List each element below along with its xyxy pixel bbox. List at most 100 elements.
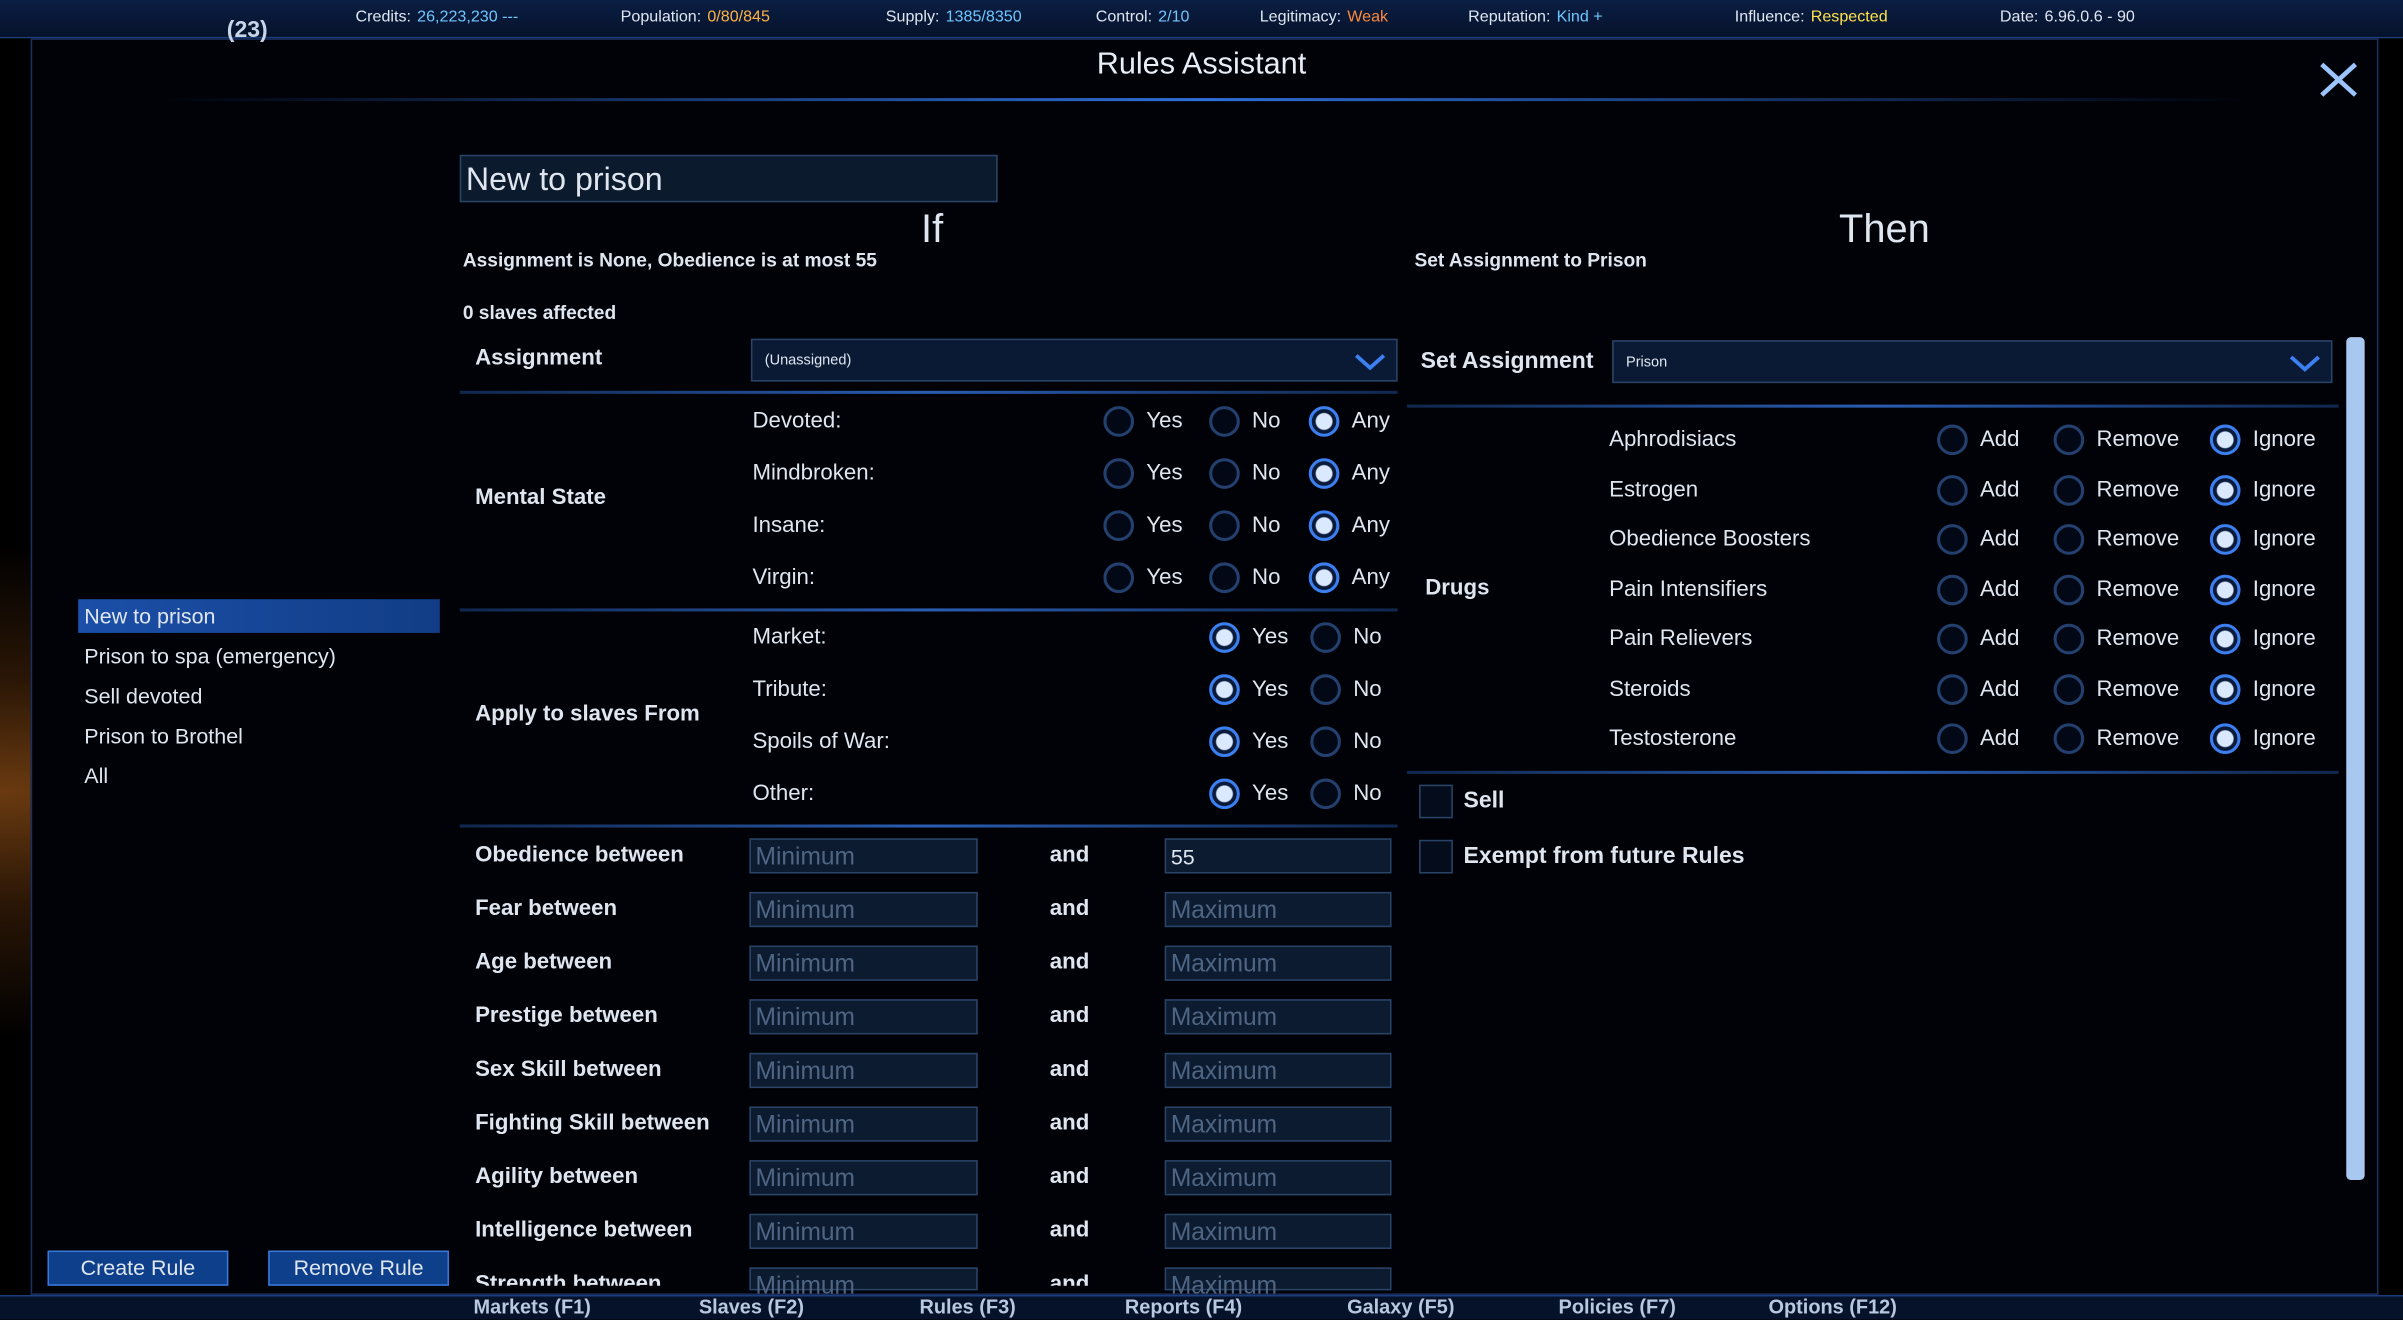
radio[interactable] [1209, 562, 1240, 594]
radio[interactable] [1310, 622, 1341, 653]
max-input[interactable]: Maximum [1164, 945, 1392, 981]
radio-label: Yes [1252, 677, 1289, 702]
max-input[interactable]: Maximum [1164, 1052, 1392, 1089]
title-underline [160, 98, 2246, 102]
radio[interactable] [1308, 458, 1340, 489]
nav-tab[interactable]: Reports (F4) [1124, 1294, 1243, 1318]
radio[interactable] [1103, 510, 1135, 541]
min-input[interactable]: Minimum [749, 1106, 978, 1142]
radio[interactable] [1937, 573, 1968, 605]
radio[interactable] [2053, 673, 2085, 705]
radio[interactable] [1103, 562, 1135, 594]
radio[interactable] [2053, 723, 2085, 754]
dropdown[interactable]: (Unassigned) [750, 338, 1398, 382]
max-input[interactable]: Maximum [1164, 1213, 1392, 1249]
range-label: Prestige between [475, 1003, 658, 1029]
radio[interactable] [1103, 458, 1135, 489]
radio[interactable] [2209, 623, 2241, 655]
checkbox[interactable] [1419, 839, 1453, 874]
stat-value: Kind + [1556, 7, 1603, 27]
rule-list-item[interactable]: New to prison [78, 599, 440, 633]
radio[interactable] [1937, 673, 1968, 705]
close-button[interactable] [2317, 60, 2360, 100]
max-input[interactable]: Maximum [1164, 1160, 1392, 1196]
radio[interactable] [1209, 458, 1240, 489]
row-label: Virgin: [752, 565, 816, 591]
rule-list-item[interactable]: Sell devoted [84, 683, 203, 709]
radio[interactable] [1209, 778, 1240, 810]
min-input[interactable]: Minimum [749, 1267, 978, 1300]
radio[interactable] [2209, 573, 2241, 605]
max-input[interactable]: Maximum [1164, 1106, 1392, 1142]
radio[interactable] [2053, 524, 2085, 555]
radio[interactable] [1209, 622, 1240, 653]
radio-label: Ignore [2252, 527, 2316, 552]
radio[interactable] [2053, 474, 2085, 505]
radio[interactable] [1209, 406, 1240, 437]
max-input[interactable]: 55 [1164, 838, 1392, 874]
corner-count: (23) [226, 16, 268, 43]
radio[interactable] [1103, 406, 1135, 437]
radio[interactable] [1937, 723, 1968, 754]
radio[interactable] [1308, 406, 1340, 437]
radio-label: No [1252, 565, 1281, 591]
rule-list-item[interactable]: Prison to Brothel [84, 723, 243, 748]
radio[interactable] [1308, 510, 1340, 541]
nav-tab[interactable]: Options (F12) [1768, 1294, 1897, 1318]
max-input[interactable]: Maximum [1164, 999, 1392, 1035]
nav-tab[interactable]: Rules (F3) [919, 1294, 1016, 1318]
range-label: Fighting Skill between [475, 1111, 710, 1136]
min-input[interactable]: Minimum [749, 999, 978, 1035]
rule-list-item[interactable]: All [84, 763, 109, 788]
radio-label: Add [1979, 626, 2020, 652]
radio-label: Remove [2096, 726, 2180, 751]
radio[interactable] [2209, 673, 2241, 705]
radio[interactable] [1937, 524, 1968, 555]
radio[interactable] [1310, 726, 1341, 758]
radio[interactable] [1209, 674, 1240, 705]
row-label: Testosterone [1609, 726, 1737, 751]
dropdown[interactable]: Prison [1612, 340, 2333, 384]
min-input[interactable]: Minimum [749, 1052, 978, 1089]
max-input[interactable]: Maximum [1164, 1267, 1392, 1300]
min-input[interactable]: Minimum [749, 1160, 978, 1196]
radio[interactable] [2053, 623, 2085, 655]
radio[interactable] [2209, 424, 2241, 456]
radio-label: Yes [1252, 729, 1289, 754]
nav-tab[interactable]: Markets (F1) [473, 1294, 591, 1318]
stat-value: 6.96.0.6 - 90 [2044, 7, 2135, 27]
rule-name-input[interactable]: New to prison [459, 154, 998, 203]
rule-list-item[interactable]: Prison to spa (emergency) [84, 643, 336, 669]
button[interactable]: Remove Rule [268, 1250, 450, 1286]
radio-label: Yes [1146, 409, 1183, 434]
radio[interactable] [1310, 674, 1341, 705]
max-input[interactable]: Maximum [1164, 891, 1392, 928]
radio[interactable] [2209, 723, 2241, 754]
radio[interactable] [2053, 573, 2085, 605]
nav-tab[interactable]: Policies (F7) [1558, 1294, 1676, 1318]
set-assignment-label: Set Assignment [1420, 347, 1594, 374]
radio[interactable] [1209, 510, 1240, 541]
min-input[interactable]: Minimum [749, 945, 978, 981]
radio[interactable] [1937, 623, 1968, 655]
min-input[interactable]: Minimum [749, 1213, 978, 1249]
nav-tab[interactable]: Galaxy (F5) [1347, 1294, 1455, 1318]
min-input[interactable]: Minimum [749, 891, 978, 928]
radio-label: Any [1351, 565, 1390, 591]
radio[interactable] [2209, 474, 2241, 505]
scrollbar[interactable] [2346, 337, 2365, 1181]
radio[interactable] [2053, 424, 2085, 456]
bottom-bar [0, 1294, 2403, 1320]
min-input[interactable]: Minimum [749, 838, 978, 874]
checkbox[interactable] [1419, 784, 1453, 819]
radio-label: No [1252, 513, 1281, 538]
radio[interactable] [1308, 562, 1340, 594]
radio[interactable] [1937, 474, 1968, 505]
radio[interactable] [2209, 524, 2241, 555]
button[interactable]: Create Rule [47, 1250, 229, 1286]
radio[interactable] [1209, 726, 1240, 758]
nav-tab[interactable]: Slaves (F2) [698, 1294, 805, 1318]
radio[interactable] [1937, 424, 1968, 456]
separator [459, 390, 1398, 394]
radio[interactable] [1310, 778, 1341, 810]
